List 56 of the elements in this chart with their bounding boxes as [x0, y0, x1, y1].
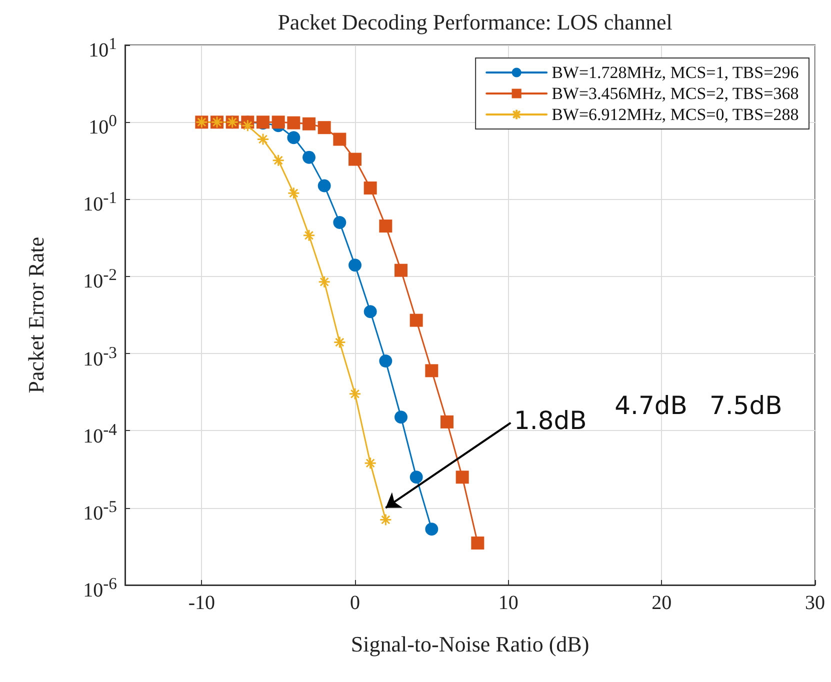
- point: [272, 154, 285, 167]
- annotation: 1.8dB: [514, 406, 587, 436]
- point: [272, 116, 285, 129]
- point: [394, 264, 408, 277]
- y-tick-label: 10$^{-5}$: [83, 496, 117, 526]
- y-tick-label: 10$^{-4}$: [83, 418, 117, 448]
- point: [471, 536, 484, 550]
- point: [302, 150, 316, 164]
- point: [302, 117, 316, 130]
- y-tick-label: 10$^{-3}$: [83, 342, 117, 372]
- point: [394, 410, 408, 424]
- point: [241, 119, 254, 132]
- point: [410, 470, 423, 484]
- y-tick-label: 10$^{-1}$: [83, 187, 117, 217]
- point: [333, 132, 346, 146]
- legend-label: BW=6.912MHz, MCS=0, TBS=288: [552, 105, 799, 124]
- point: [410, 314, 423, 327]
- point: [425, 522, 438, 536]
- point: [333, 216, 346, 230]
- y-tick-label: 10$^{0}$: [88, 110, 117, 140]
- point: [348, 152, 362, 166]
- point: [318, 179, 331, 192]
- x-tick-label: 30: [805, 592, 825, 614]
- point: [287, 186, 300, 200]
- legend-label: BW=1.728MHz, MCS=1, TBS=296: [552, 63, 799, 82]
- point: [318, 121, 331, 134]
- point: [333, 336, 346, 349]
- point: [318, 276, 331, 288]
- chart-title: Packet Decoding Performance: LOS channel: [278, 10, 672, 34]
- point: [440, 415, 454, 428]
- x-tick-label: 0: [350, 592, 360, 614]
- point: [364, 456, 377, 470]
- point: [425, 364, 438, 378]
- x-tick-label: 20: [652, 592, 672, 614]
- y-tick-label: 10$^{-6}$: [83, 573, 117, 603]
- point: [364, 182, 377, 195]
- point: [364, 305, 377, 318]
- point: [379, 220, 392, 233]
- y-tick-label: 10$^{1}$: [88, 33, 117, 63]
- point: [348, 388, 362, 400]
- annotation: 7.5dB: [709, 390, 782, 420]
- y-axis-title: Packet Error Rate: [24, 236, 48, 394]
- point: [287, 116, 300, 130]
- annotation: 4.7dB: [614, 390, 688, 420]
- x-axis-title: Signal-to-Noise Ratio (dB): [350, 632, 590, 656]
- point: [379, 514, 392, 526]
- point: [287, 131, 300, 144]
- point: [456, 470, 469, 484]
- x-tick-label: 10: [498, 592, 518, 614]
- point: [256, 133, 270, 146]
- point: [348, 258, 362, 272]
- y-tick-label: 10$^{-2}$: [83, 264, 117, 294]
- legend-label: BW=3.456MHz, MCS=2, TBS=368: [552, 84, 799, 103]
- x-tick-label: -10: [188, 592, 216, 614]
- point: [302, 229, 316, 242]
- point: [379, 354, 392, 368]
